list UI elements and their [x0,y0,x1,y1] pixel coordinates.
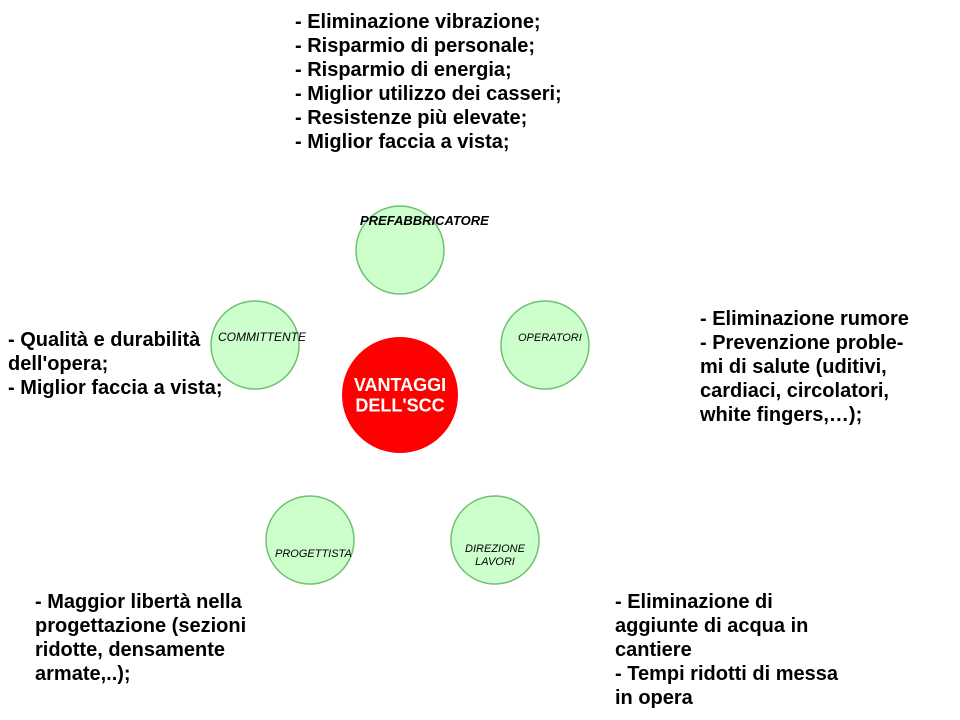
node-operatori: OPERATORI [501,301,589,389]
node-committente: COMMITTENTE [211,301,307,389]
header-text: - Eliminazione vibrazione; - Risparmio d… [295,10,562,154]
side-text-left_mid: - Qualità e durabilità dell'opera; - Mig… [8,328,223,400]
side-text-left_bottom: - Maggior libertà nella progettazione (s… [35,590,246,686]
node-prefabbricatore: PREFABBRICATORE [356,206,489,294]
node-direzione: DIREZIONELAVORI [451,496,539,584]
center-hub: VANTAGGIDELL'SCC [342,337,458,453]
svg-text:COMMITTENTE: COMMITTENTE [218,330,307,344]
side-text-right_bottom: - Eliminazione di aggiunte di acqua in c… [615,590,838,710]
svg-text:PROGETTISTA: PROGETTISTA [275,548,352,560]
node-progettista: PROGETTISTA [266,496,354,584]
svg-text:VANTAGGIDELL'SCC: VANTAGGIDELL'SCC [354,375,446,416]
svg-text:OPERATORI: OPERATORI [518,332,582,344]
side-text-right_mid: - Eliminazione rumore - Prevenzione prob… [700,307,909,427]
svg-text:PREFABBRICATORE: PREFABBRICATORE [360,213,489,228]
